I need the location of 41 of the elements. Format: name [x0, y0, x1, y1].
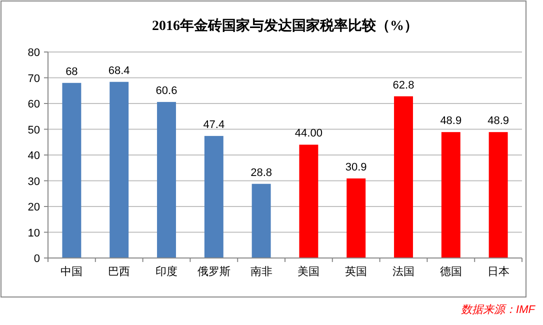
x-tick-label: 中国	[60, 265, 83, 278]
data-label: 30.9	[345, 161, 367, 174]
data-label: 60.6	[156, 84, 178, 97]
y-tick-label: 50	[28, 124, 40, 136]
chart-title: 2016年金砖国家与发达国家税率比较（%）	[152, 17, 418, 34]
data-label: 47.4	[203, 118, 225, 131]
bar	[346, 178, 366, 258]
x-tick-label: 美国	[298, 265, 320, 278]
data-label: 44.00	[294, 128, 322, 140]
bar	[299, 144, 318, 258]
x-tick-label: 法国	[392, 265, 414, 278]
y-tick-label: 80	[28, 47, 40, 59]
data-label: 28.8	[250, 166, 272, 179]
y-tick-label: 70	[28, 72, 40, 85]
x-tick-label: 南非	[250, 265, 272, 278]
bar	[204, 136, 224, 258]
bar	[157, 102, 176, 258]
source-note: 数据来源：IMF	[461, 303, 536, 316]
data-label: 68.4	[108, 64, 130, 77]
bar	[394, 96, 413, 258]
x-tick-label: 印度	[156, 265, 178, 278]
bar	[488, 132, 508, 258]
x-tick-label: 英国	[345, 265, 368, 278]
bar	[62, 82, 82, 258]
bar	[441, 132, 460, 258]
x-tick-label: 日本	[487, 265, 510, 278]
bar	[252, 184, 271, 258]
y-tick-label: 60	[28, 98, 40, 110]
x-tick-label: 俄罗斯	[197, 265, 230, 278]
y-tick-label: 20	[28, 202, 40, 214]
x-tick-label: 德国	[440, 266, 462, 278]
y-tick-label: 40	[28, 150, 40, 162]
data-label: 62.8	[392, 79, 414, 92]
y-tick-label: 0	[34, 253, 40, 265]
x-tick-label: 巴西	[108, 266, 130, 278]
y-tick-label: 10	[28, 227, 40, 240]
data-label: 48.9	[488, 115, 510, 128]
data-label: 68	[66, 66, 78, 78]
bar	[110, 82, 129, 258]
data-label: 48.9	[440, 115, 462, 128]
y-tick-label: 30	[28, 176, 40, 188]
